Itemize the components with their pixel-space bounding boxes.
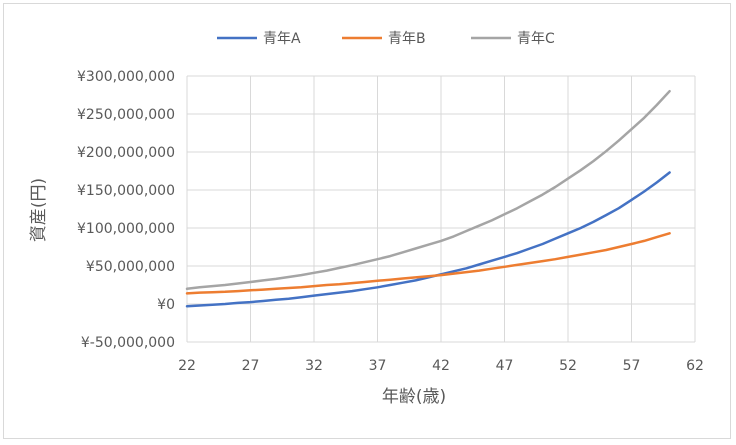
x-axis-title: 年齢(歳) — [382, 387, 446, 407]
legend-label: 青年A — [263, 31, 301, 47]
y-tick-label: ¥200,000,000 — [77, 145, 175, 161]
y-tick-label: ¥150,000,000 — [77, 183, 175, 199]
x-tick-label: 62 — [686, 358, 704, 374]
y-tick-label: ¥-50,000,000 — [81, 335, 175, 351]
y-tick-label: ¥300,000,000 — [77, 69, 175, 85]
y-tick-label: ¥50,000,000 — [86, 259, 175, 275]
y-tick-label: ¥0 — [157, 297, 175, 313]
x-tick-label: 22 — [178, 358, 196, 374]
y-axis-title: 資産(円) — [29, 178, 49, 242]
x-tick-label: 37 — [369, 358, 387, 374]
x-tick-label: 42 — [432, 358, 450, 374]
x-tick-label: 57 — [623, 358, 641, 374]
y-tick-label: ¥250,000,000 — [77, 107, 175, 123]
legend-label: 青年C — [517, 31, 555, 47]
legend-label: 青年B — [388, 31, 426, 47]
y-tick-label: ¥100,000,000 — [77, 221, 175, 237]
series-line-2 — [185, 232, 671, 295]
x-tick-label: 52 — [559, 358, 577, 374]
x-tick-label: 47 — [496, 358, 514, 374]
chart-area: ¥-50,000,000 ¥0 ¥50,000,000 ¥100,000,000 ¥15… — [3, 3, 731, 439]
x-tick-label: 27 — [242, 358, 260, 374]
series-line-1 — [185, 171, 671, 308]
x-tick-label: 32 — [305, 358, 323, 374]
line-chart: ¥-50,000,000 ¥0 ¥50,000,000 ¥100,000,000 ¥15… — [29, 31, 704, 407]
series-line-3 — [185, 89, 671, 291]
